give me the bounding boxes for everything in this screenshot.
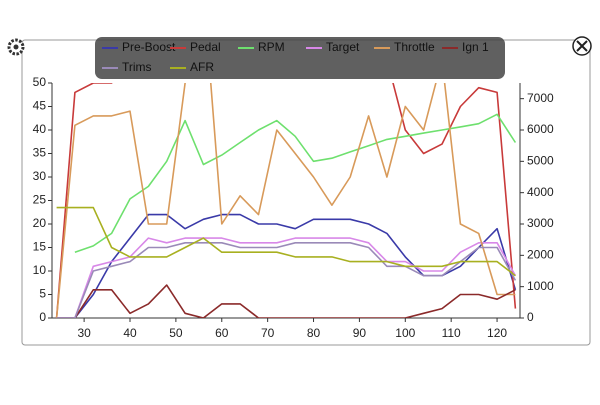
y-tick-label: 20 bbox=[33, 216, 47, 230]
legend-box bbox=[95, 37, 505, 79]
legend-label: Pre-Boost bbox=[122, 40, 176, 54]
settings-button[interactable] bbox=[7, 38, 25, 56]
legend-label: AFR bbox=[190, 60, 214, 74]
y-tick-label: 30 bbox=[33, 169, 47, 183]
y-tick-label: 50 bbox=[33, 75, 47, 89]
legend-label: RPM bbox=[258, 40, 285, 54]
x-tick-label: 70 bbox=[261, 326, 275, 340]
x-tick-label: 120 bbox=[487, 326, 507, 340]
series-line bbox=[55, 83, 516, 318]
y-tick-label: 35 bbox=[33, 146, 47, 160]
y-tick-label: 5 bbox=[39, 287, 46, 301]
y2-tick-label: 7000 bbox=[527, 91, 554, 105]
close-button[interactable] bbox=[572, 36, 592, 56]
legend-label: Throttle bbox=[394, 40, 435, 54]
series-line bbox=[56, 206, 516, 277]
x-tick-label: 50 bbox=[169, 326, 183, 340]
y2-tick-label: 2000 bbox=[527, 248, 554, 262]
series-line bbox=[55, 83, 517, 318]
y2-tick-label: 0 bbox=[527, 310, 534, 324]
y-tick-label: 40 bbox=[33, 122, 47, 136]
x-tick-label: 90 bbox=[353, 326, 367, 340]
x-tick-label: 80 bbox=[307, 326, 321, 340]
y-tick-label: 45 bbox=[33, 99, 47, 113]
legend-label: Trims bbox=[122, 60, 152, 74]
y2-tick-label: 5000 bbox=[527, 154, 554, 168]
y-tick-label: 10 bbox=[33, 263, 47, 277]
legend-label: Pedal bbox=[190, 40, 221, 54]
series-layer bbox=[55, 83, 517, 318]
y-tick-label: 0 bbox=[39, 310, 46, 324]
series-line bbox=[74, 113, 517, 253]
legend-label: Ign 1 bbox=[462, 40, 489, 54]
y2-tick-label: 3000 bbox=[527, 216, 554, 230]
y2-tick-label: 4000 bbox=[527, 185, 554, 199]
x-tick-label: 100 bbox=[395, 326, 415, 340]
legend: Pre-Boost Pedal RPM Target Throttle Ign 1 Trim… bbox=[102, 40, 489, 74]
series-line bbox=[56, 237, 517, 318]
x-tick-label: 110 bbox=[442, 326, 461, 340]
x-tick-label: 40 bbox=[123, 326, 137, 340]
y2-tick-label: 1000 bbox=[527, 279, 554, 293]
axes: 0 5 10 15 20 25 30 35 40 45 50 0 1000 2000 3000 4000 500… bbox=[33, 75, 554, 340]
legend-label: Target bbox=[326, 40, 360, 54]
x-tick-label: 30 bbox=[77, 326, 91, 340]
y2-tick-label: 6000 bbox=[527, 122, 554, 136]
series-line bbox=[56, 284, 516, 318]
x-tick-label: 60 bbox=[215, 326, 229, 340]
series-line bbox=[56, 242, 517, 318]
y-tick-label: 25 bbox=[33, 193, 47, 207]
y-tick-label: 15 bbox=[33, 240, 47, 254]
